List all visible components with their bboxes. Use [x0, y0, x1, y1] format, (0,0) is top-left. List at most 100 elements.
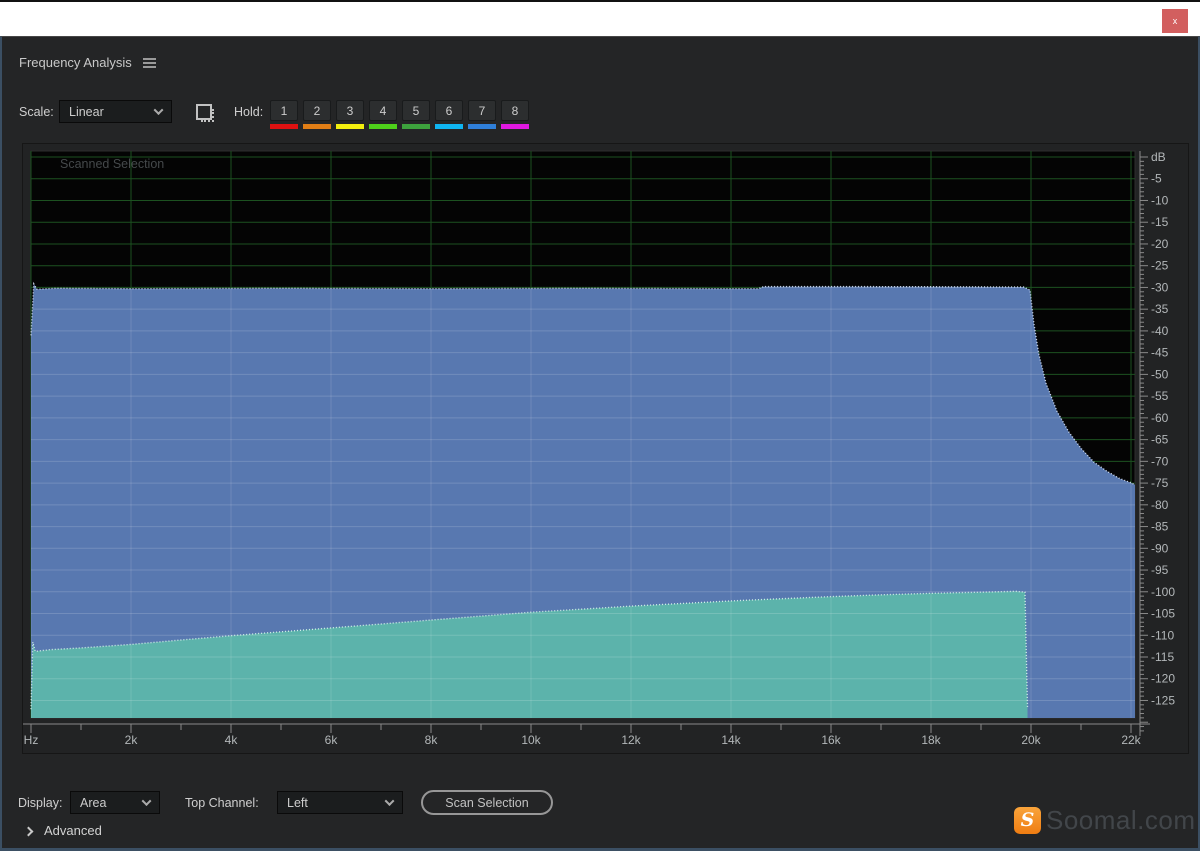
hold-color-strip-5	[402, 124, 430, 129]
svg-text:-55: -55	[1151, 389, 1169, 403]
soomal-logo-letter: S	[1020, 809, 1035, 831]
hold-button-4[interactable]: 4	[369, 100, 397, 121]
advanced-label[interactable]: Advanced	[44, 823, 102, 838]
svg-text:-5: -5	[1151, 172, 1162, 186]
svg-text:12k: 12k	[621, 733, 641, 747]
svg-text:-105: -105	[1151, 607, 1175, 621]
hold-item-8: 8	[501, 100, 529, 129]
svg-text:18k: 18k	[921, 733, 941, 747]
chart-annotation: Scanned Selection	[60, 157, 164, 171]
panel-menu-icon[interactable]	[143, 58, 156, 68]
hold-item-4: 4	[369, 100, 397, 129]
titlebar: x	[0, 0, 1200, 36]
frequency-analysis-panel: Frequency Analysis Scale: Linear Hold: 1…	[0, 36, 1200, 851]
inner-grid-left	[31, 284, 1135, 718]
chart-svg: Scanned Selection Hz 2k 4k 6k 8k 10k 12k 14k 16k 1…	[23, 150, 1175, 747]
hold-button-7[interactable]: 7	[468, 100, 496, 121]
watermark-text: Soomal.com	[1046, 805, 1196, 835]
svg-text:-125: -125	[1151, 693, 1175, 707]
svg-text:-75: -75	[1151, 476, 1169, 490]
svg-text:-25: -25	[1151, 259, 1169, 273]
panel-title: Frequency Analysis	[19, 55, 132, 70]
svg-text:-80: -80	[1151, 498, 1169, 512]
hold-item-1: 1	[270, 100, 298, 129]
x-axis-labels: Hz 2k 4k 6k 8k 10k 12k 14k 16k 18k 20k 22k	[24, 733, 1142, 747]
svg-text:-15: -15	[1151, 215, 1169, 229]
svg-text:-50: -50	[1151, 367, 1169, 381]
hold-item-7: 7	[468, 100, 496, 129]
svg-text:-70: -70	[1151, 454, 1169, 468]
hold-button-2[interactable]: 2	[303, 100, 331, 121]
svg-text:-110: -110	[1151, 628, 1174, 642]
svg-text:4k: 4k	[225, 733, 239, 747]
hold-item-3: 3	[336, 100, 364, 129]
svg-text:-60: -60	[1151, 411, 1169, 425]
svg-text:-85: -85	[1151, 520, 1169, 534]
scale-label: Scale:	[19, 105, 54, 119]
hold-color-strip-1	[270, 124, 298, 129]
svg-text:-20: -20	[1151, 237, 1169, 251]
hold-color-strip-6	[435, 124, 463, 129]
watermark: S Soomal.com	[1014, 805, 1196, 836]
svg-text:Hz: Hz	[24, 733, 39, 747]
svg-text:-120: -120	[1151, 672, 1175, 686]
svg-text:-40: -40	[1151, 324, 1169, 338]
chevron-down-icon	[384, 796, 395, 807]
hold-button-8[interactable]: 8	[501, 100, 529, 121]
svg-text:-35: -35	[1151, 302, 1169, 316]
display-dropdown[interactable]: Area	[70, 791, 160, 814]
top-channel-label: Top Channel:	[185, 796, 259, 810]
top-channel-dropdown[interactable]: Left	[277, 791, 403, 814]
display-value: Area	[80, 795, 107, 810]
svg-text:16k: 16k	[821, 733, 841, 747]
hold-item-6: 6	[435, 100, 463, 129]
svg-text:10k: 10k	[521, 733, 541, 747]
hold-color-strip-4	[369, 124, 397, 129]
edge-series-left	[30, 281, 1136, 486]
close-button[interactable]: x	[1162, 9, 1188, 33]
x-axis-ruler	[23, 723, 1150, 733]
svg-text:-90: -90	[1151, 541, 1169, 555]
hold-button-3[interactable]: 3	[336, 100, 364, 121]
hold-item-2: 2	[303, 100, 331, 129]
svg-text:-10: -10	[1151, 193, 1169, 207]
advanced-chevron-icon[interactable]	[23, 826, 34, 837]
svg-text:-30: -30	[1151, 280, 1169, 294]
svg-text:20k: 20k	[1021, 733, 1041, 747]
svg-text:-95: -95	[1151, 563, 1169, 577]
svg-text:-100: -100	[1151, 585, 1175, 599]
chevron-down-icon	[141, 796, 152, 807]
top-channel-value: Left	[287, 795, 308, 810]
scale-value: Linear	[69, 104, 104, 119]
area-series-right	[31, 591, 1028, 718]
hold-color-strip-7	[468, 124, 496, 129]
svg-text:14k: 14k	[721, 733, 741, 747]
svg-text:6k: 6k	[325, 733, 339, 747]
scan-selection-button[interactable]: Scan Selection	[421, 790, 553, 815]
hold-button-1[interactable]: 1	[270, 100, 298, 121]
svg-text:8k: 8k	[425, 733, 439, 747]
hold-color-strip-3	[336, 124, 364, 129]
chevron-down-icon	[153, 105, 164, 116]
hold-label: Hold:	[234, 105, 264, 119]
svg-text:22k: 22k	[1121, 733, 1141, 747]
svg-text:dB: dB	[1151, 150, 1166, 164]
snapshot-icon[interactable]	[195, 103, 215, 123]
hold-button-6[interactable]: 6	[435, 100, 463, 121]
y-axis-ruler	[1139, 151, 1148, 736]
svg-text:-115: -115	[1151, 650, 1174, 664]
hold-item-5: 5	[402, 100, 430, 129]
svg-text:-65: -65	[1151, 433, 1169, 447]
frequency-chart[interactable]: Scanned Selection Hz 2k 4k 6k 8k 10k 12k 14k 16k 1…	[22, 143, 1189, 754]
display-label: Display:	[18, 796, 63, 810]
svg-text:2k: 2k	[125, 733, 139, 747]
hold-color-strip-8	[501, 124, 529, 129]
hold-color-strip-2	[303, 124, 331, 129]
y-axis-labels: dB -5 -10 -15 -20 -25 -30 -35 -40 -45 -50 -55 -60 -65…	[1151, 150, 1175, 707]
svg-text:-45: -45	[1151, 346, 1169, 360]
hold-button-5[interactable]: 5	[402, 100, 430, 121]
soomal-logo-icon: S	[1014, 807, 1041, 834]
scale-dropdown[interactable]: Linear	[59, 100, 172, 123]
